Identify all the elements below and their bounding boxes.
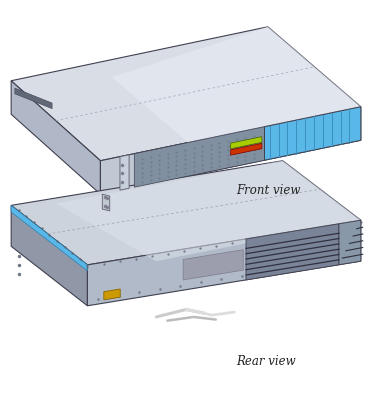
Polygon shape [100, 107, 361, 194]
Polygon shape [102, 194, 110, 211]
Polygon shape [87, 220, 361, 306]
Polygon shape [231, 143, 262, 155]
Polygon shape [183, 249, 243, 280]
Polygon shape [339, 220, 361, 265]
Polygon shape [15, 88, 52, 109]
Polygon shape [246, 224, 339, 280]
Polygon shape [104, 289, 120, 300]
Polygon shape [120, 155, 129, 190]
Polygon shape [11, 81, 100, 194]
Polygon shape [11, 206, 87, 306]
Text: Front view: Front view [236, 184, 301, 197]
Polygon shape [112, 27, 361, 157]
Polygon shape [11, 206, 87, 271]
Polygon shape [264, 107, 361, 160]
Text: Rear view: Rear view [236, 355, 296, 368]
Polygon shape [134, 127, 264, 187]
Polygon shape [11, 161, 361, 265]
Polygon shape [56, 161, 361, 261]
Polygon shape [231, 137, 262, 149]
Polygon shape [11, 27, 361, 161]
